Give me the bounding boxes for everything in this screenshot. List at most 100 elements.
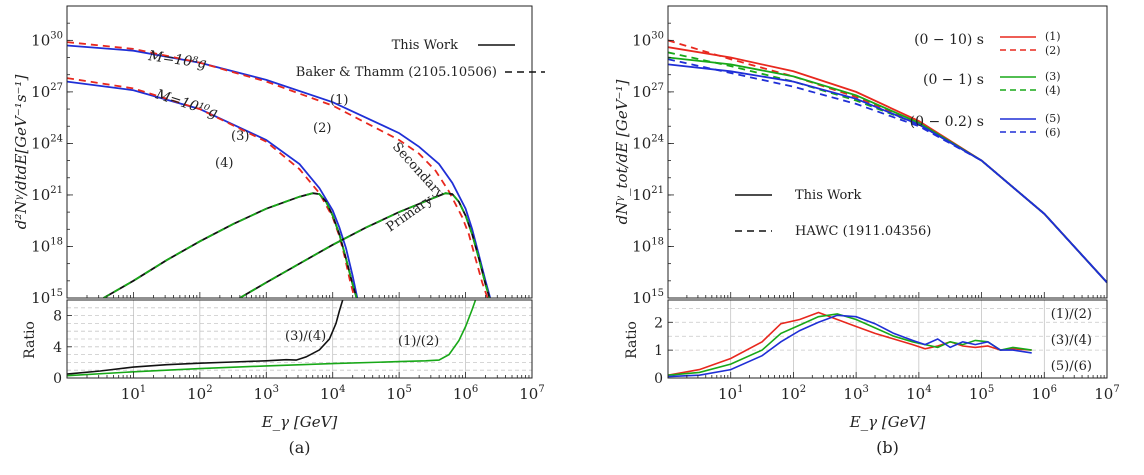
y-tick-label: 1030 bbox=[632, 30, 664, 49]
x-ticks: 101 102 103 104 105 106 107 bbox=[686, 292, 1120, 403]
x-tick-label: 103 bbox=[843, 384, 868, 403]
panel-b: 101 102 103 104 105 106 1071015101810211024102… bbox=[613, 5, 1120, 457]
ratio-grid bbox=[67, 300, 533, 378]
series-line-overlay-6 bbox=[103, 192, 358, 298]
y-tick-label: 1015 bbox=[632, 288, 664, 307]
y-axis-label: d²Nᵞ/dtdE[GeV⁻¹s⁻¹] bbox=[12, 75, 30, 230]
ratio-line-2 bbox=[668, 313, 1032, 376]
series-line-4 bbox=[668, 51, 1107, 284]
series-line-2 bbox=[67, 41, 489, 298]
series-line-6 bbox=[668, 58, 1107, 284]
panel-a: 101 102 103 104 105 106 107 1015 1018 1021 1024 102… bbox=[12, 5, 545, 457]
ratio-annotation-3: (5)/(6) bbox=[1051, 359, 1092, 374]
legend-label-dashed: HAWC (1911.04356) bbox=[795, 224, 931, 239]
group-legend-label: (0 − 1) s bbox=[923, 72, 984, 88]
group-legend: (0 − 10) s (1)(2) (0 − 1) s (3)(4) (0 − 0.2)… bbox=[910, 30, 1061, 139]
series-line-5 bbox=[668, 63, 1107, 284]
main-series bbox=[67, 41, 492, 298]
y-tick-label: 1027 bbox=[632, 82, 664, 101]
series-line-6 bbox=[103, 192, 358, 298]
annotation-mass-1e8: M=10⁸g bbox=[146, 48, 207, 72]
panel-label: (b) bbox=[876, 438, 899, 457]
ratio-line-1 bbox=[67, 300, 344, 375]
main-plot-frame bbox=[66, 5, 533, 299]
x-tick-label: 107 bbox=[519, 384, 544, 403]
ratio-grid bbox=[668, 300, 1108, 378]
series-line-overlay-5 bbox=[239, 192, 491, 298]
series-line-2 bbox=[668, 39, 1107, 284]
y-tick-label: 1024 bbox=[632, 133, 664, 152]
ratio-annotation-3-4: (3)/(4) bbox=[285, 329, 326, 344]
x-tick-label: 107 bbox=[1094, 384, 1119, 403]
y-tick-label: 1024 bbox=[31, 133, 63, 152]
ratio-y-tick-label: 4 bbox=[53, 340, 62, 356]
annotation-3: (3) bbox=[231, 129, 249, 144]
x-tick-label: 106 bbox=[1032, 384, 1057, 403]
y-tick-label: 1018 bbox=[632, 236, 664, 255]
y-tick-label: 1021 bbox=[632, 185, 664, 204]
x-tick-label: 101 bbox=[718, 384, 743, 403]
x-tick-label: 102 bbox=[187, 384, 212, 403]
annotation-primary: Primary bbox=[384, 192, 436, 235]
ratio-y-tick-label: 1 bbox=[654, 343, 663, 359]
legend-label-solid: This Work bbox=[795, 188, 862, 203]
annotations: (1)/(2) (3)/(4) (5)/(6) bbox=[1051, 307, 1092, 374]
ratio-axis-label: Ratio bbox=[624, 321, 640, 359]
series-line-3 bbox=[668, 56, 1107, 284]
main-series bbox=[668, 39, 1107, 284]
legend: This Work Baker & Thamm (2105.10506) bbox=[296, 38, 545, 80]
group-legend-tag-dashed: (4) bbox=[1045, 84, 1061, 97]
group-legend-label: (0 − 0.2) s bbox=[910, 114, 984, 130]
group-legend-tag-dashed: (6) bbox=[1045, 126, 1061, 139]
x-tick-label: 104 bbox=[906, 384, 931, 403]
x-axis-label: E_γ [GeV] bbox=[849, 413, 926, 431]
y-tick-label: 1030 bbox=[31, 30, 63, 49]
ratio-annotation-1-2: (1)/(2) bbox=[398, 334, 439, 349]
main-plot-frame bbox=[667, 5, 1108, 299]
legend-label-solid: This Work bbox=[392, 38, 459, 53]
x-tick-label: 104 bbox=[320, 384, 345, 403]
y-axis-label: dNᵞ_tot/dE [GeV⁻¹] bbox=[613, 80, 631, 225]
ratio-y-tick-label: 0 bbox=[53, 371, 62, 387]
series-line-1 bbox=[668, 46, 1107, 284]
x-tick-label: 105 bbox=[386, 384, 411, 403]
ratio-line-2 bbox=[67, 300, 477, 377]
ratio-plot-frame bbox=[66, 299, 533, 379]
y-tick-label: 1015 bbox=[31, 288, 63, 307]
ratio-series bbox=[668, 311, 1032, 378]
annotation-2: (2) bbox=[313, 121, 331, 136]
x-tick-label: 106 bbox=[453, 384, 478, 403]
annotation-4: (4) bbox=[215, 156, 233, 171]
legend-label-dashed: Baker & Thamm (2105.10506) bbox=[296, 65, 497, 80]
legend: This Work HAWC (1911.04356) bbox=[735, 188, 931, 239]
y-tick-label: 1018 bbox=[31, 236, 63, 255]
x-tick-label: 102 bbox=[781, 384, 806, 403]
x-tick-label: 103 bbox=[254, 384, 279, 403]
series-line-5 bbox=[239, 192, 491, 298]
ratio-line-1 bbox=[668, 311, 1032, 376]
ratio-annotation-1: (1)/(2) bbox=[1051, 307, 1092, 322]
y-ticks: 1015 1018 1021 1024 1027 1030 0 1 2 bbox=[632, 5, 674, 387]
x-tick-label: 101 bbox=[121, 384, 146, 403]
ratio-y-tick-label: 2 bbox=[654, 315, 663, 331]
x-tick-label: 105 bbox=[969, 384, 994, 403]
ratio-series bbox=[67, 300, 477, 377]
series-line-4 bbox=[67, 77, 356, 298]
group-legend-tag-solid: (3) bbox=[1045, 70, 1061, 83]
ratio-axis-label: Ratio bbox=[22, 321, 38, 359]
x-ticks: 101 102 103 104 105 106 107 bbox=[86, 292, 545, 403]
annotation-mass-1e10: M=10¹⁰g bbox=[153, 86, 220, 121]
y-tick-label: 1021 bbox=[31, 185, 63, 204]
group-legend-tag-dashed: (2) bbox=[1045, 44, 1061, 57]
x-axis-label: E_γ [GeV] bbox=[261, 413, 338, 431]
ratio-y-tick-label: 8 bbox=[53, 309, 62, 325]
ratio-y-tick-label: 0 bbox=[654, 371, 663, 387]
y-tick-label: 1027 bbox=[31, 82, 63, 101]
ratio-line-3 bbox=[668, 314, 1032, 378]
y-ticks: 1015 1018 1021 1024 1027 1030 0 4 8 bbox=[31, 5, 73, 387]
ratio-annotation-2: (3)/(4) bbox=[1051, 333, 1092, 348]
group-legend-label: (0 − 10) s bbox=[914, 32, 984, 48]
group-legend-tag-solid: (1) bbox=[1045, 30, 1061, 43]
annotation-secondary: Secondary bbox=[389, 140, 447, 202]
